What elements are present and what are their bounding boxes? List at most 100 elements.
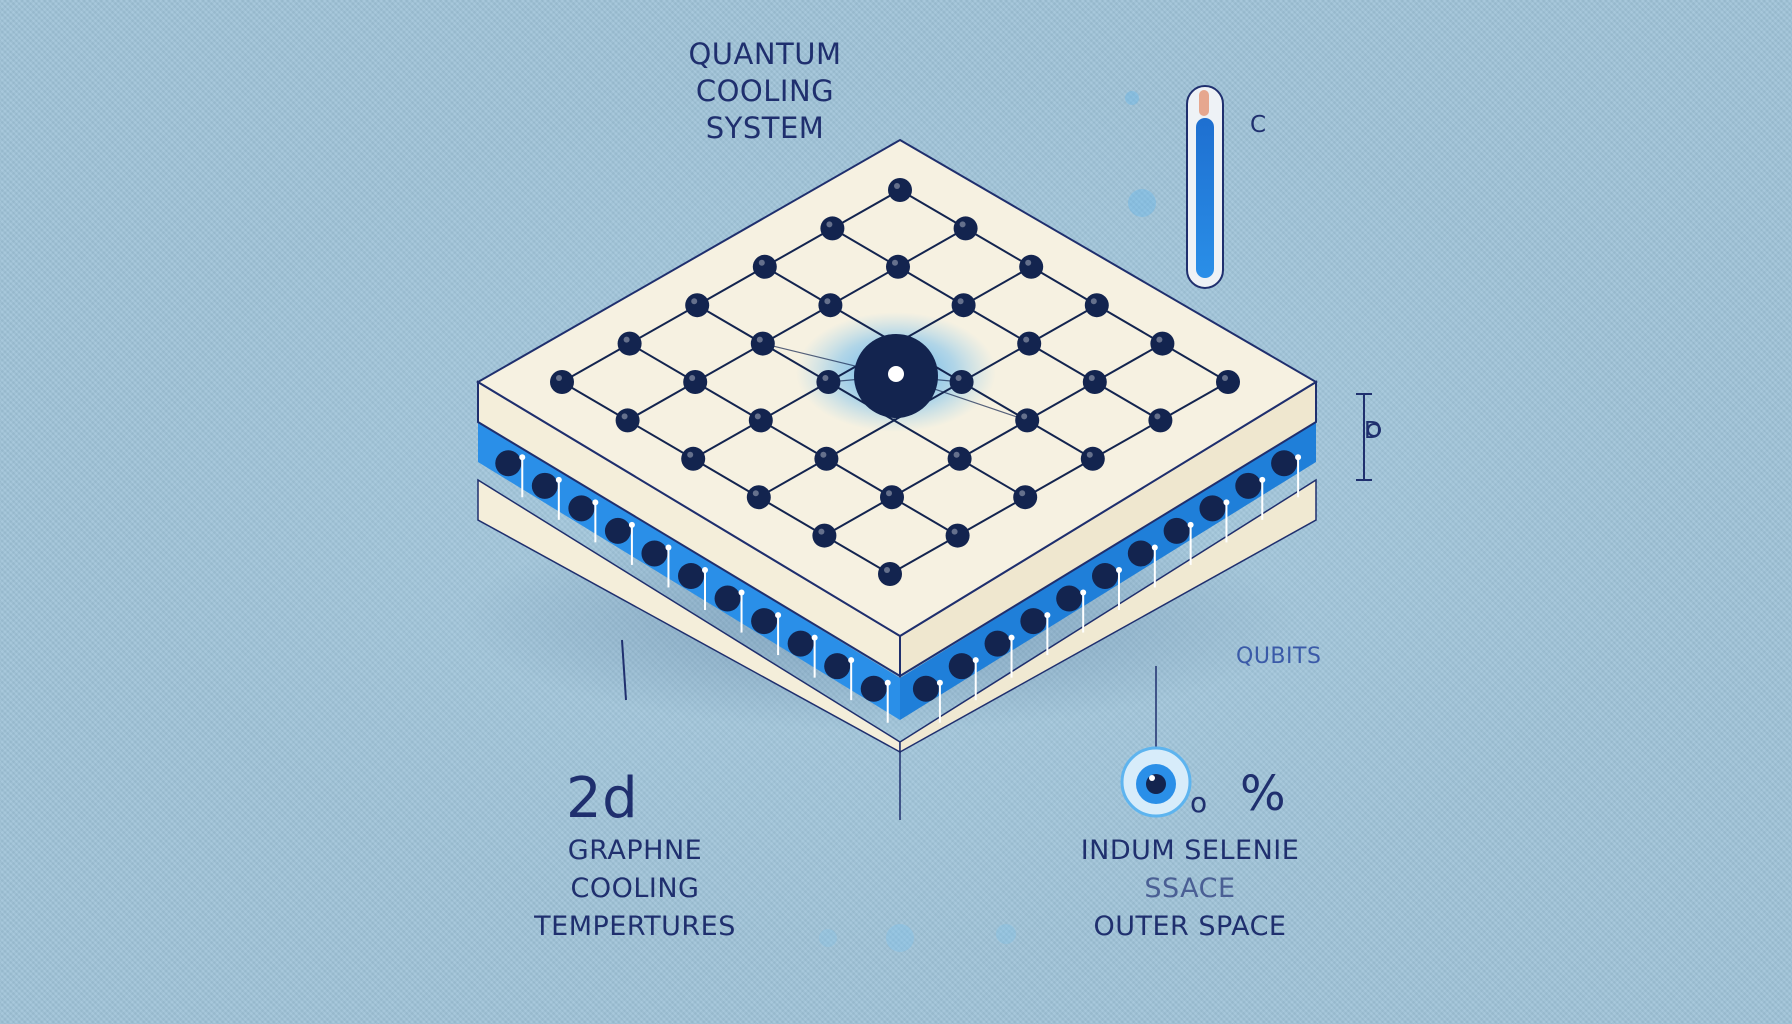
lattice-atom-highlight — [955, 375, 962, 381]
lattice-atom — [951, 293, 976, 318]
middle-atom — [1056, 585, 1083, 612]
middle-pin-cap — [519, 454, 526, 461]
middle-layer — [478, 420, 1316, 723]
lattice-atom-highlight — [892, 259, 898, 266]
lattice-bond — [1092, 419, 1161, 460]
lattice-bond — [696, 265, 766, 307]
lattice-bond — [825, 457, 893, 499]
lattice-bond — [1030, 265, 1098, 307]
middle-pin-cap — [702, 567, 708, 573]
middle-pin-cap — [1223, 499, 1230, 506]
lattice-bond — [897, 265, 965, 307]
lattice-atom — [1017, 331, 1042, 356]
left-caption: GRAPHNE COOLING TEMPERTURES — [520, 832, 750, 946]
lattice-atom — [886, 254, 910, 279]
lattice-bond — [1159, 381, 1229, 422]
middle-atom — [714, 585, 741, 612]
lattice-bond — [764, 265, 831, 307]
graphene-lattice — [550, 178, 1240, 586]
lattice-atom-highlight — [752, 490, 759, 497]
middle-atom — [678, 563, 704, 589]
lower-layer-right-face — [899, 478, 1317, 754]
lattice-atom — [1015, 408, 1040, 433]
title-line: COOLING — [695, 74, 835, 108]
lattice-atom-highlight — [689, 375, 696, 381]
lattice-bond — [627, 381, 696, 422]
middle-atom — [495, 450, 522, 477]
middle-atom — [1092, 563, 1118, 589]
lattice-atom-highlight — [1023, 336, 1030, 343]
thickness-bracket — [1356, 393, 1381, 481]
lattice-atom — [1084, 293, 1109, 318]
middle-pin-cap — [884, 679, 891, 686]
lattice-atom-highlight — [623, 336, 630, 343]
lattice-atom — [681, 446, 706, 471]
lattice-bond — [963, 304, 1030, 345]
lattice-bond — [1094, 381, 1161, 422]
lattice-atom — [949, 370, 974, 394]
lattice-bond — [963, 265, 1032, 307]
thermometer-blur — [1128, 189, 1156, 217]
title-line: SYSTEM — [705, 111, 825, 145]
middle-atom — [787, 630, 814, 657]
lattice-atom — [750, 331, 775, 356]
lattice-atom — [746, 485, 771, 510]
lattice-atom — [1013, 485, 1038, 510]
middle-pin-cap — [628, 521, 635, 528]
lattice-bond — [1028, 304, 1098, 345]
lattice-bond — [762, 342, 829, 383]
lattice-atom — [812, 523, 837, 548]
middle-pin-cap — [1080, 589, 1087, 596]
lattice-bond — [760, 381, 829, 422]
middle-atom — [1020, 608, 1047, 635]
left-caption-line: GRAPHNE — [567, 835, 703, 866]
title-line: QUANTUM — [688, 37, 842, 71]
lattice-atom — [880, 485, 904, 510]
lattice-atom — [685, 293, 710, 318]
lattice-bond — [823, 496, 893, 537]
lattice-atom-highlight — [826, 221, 833, 228]
middle-atom — [824, 653, 851, 680]
lattice-atom-highlight — [687, 451, 694, 458]
middle-pin-cap — [1295, 454, 1302, 461]
right-caption-line: OUTER SPACE — [1093, 911, 1287, 942]
lattice-bond — [1026, 381, 1096, 422]
lattice-bond — [561, 381, 629, 422]
lattice-atom — [878, 562, 902, 586]
lattice-bond — [831, 227, 899, 268]
middle-pin-cap — [738, 589, 745, 596]
middle-pin-cap — [555, 476, 562, 483]
lattice-atom — [818, 293, 843, 318]
lattice-bond — [764, 227, 833, 268]
middle-atom — [984, 630, 1011, 657]
middle-atom — [860, 675, 887, 702]
central-qubit-highlight — [888, 366, 904, 382]
lattice-atom — [814, 446, 839, 471]
left-caption-line: COOLING — [570, 873, 700, 904]
lattice-bond — [961, 381, 1028, 422]
lattice-bond — [627, 419, 694, 460]
lattice-bond — [891, 457, 961, 499]
lattice-bond — [760, 419, 827, 460]
dimension-label: 2d — [566, 766, 639, 831]
lattice-atom-highlight — [691, 298, 698, 305]
lattice-atom — [1082, 370, 1107, 394]
lattice-bond — [1026, 419, 1094, 460]
middle-pin-cap — [848, 657, 855, 664]
lattice-atom — [1080, 446, 1105, 471]
lattice-atom-highlight — [1088, 375, 1095, 381]
lattice-atom-highlight — [959, 221, 966, 228]
lattice-bond — [959, 419, 1028, 460]
middle-atom — [604, 517, 631, 544]
middle-pin-cap — [592, 499, 599, 506]
lattice-atom-highlight — [951, 528, 958, 535]
lattice-bond — [889, 534, 959, 575]
lattice-bond — [692, 457, 760, 499]
right-caption-line: INDUM SELENIE — [1080, 835, 1300, 866]
middle-atom — [751, 608, 778, 635]
middle-pin-cap — [1259, 476, 1266, 483]
lattice-atom-highlight — [758, 259, 765, 266]
middle-atom — [948, 653, 975, 680]
middle-atom — [568, 495, 595, 522]
